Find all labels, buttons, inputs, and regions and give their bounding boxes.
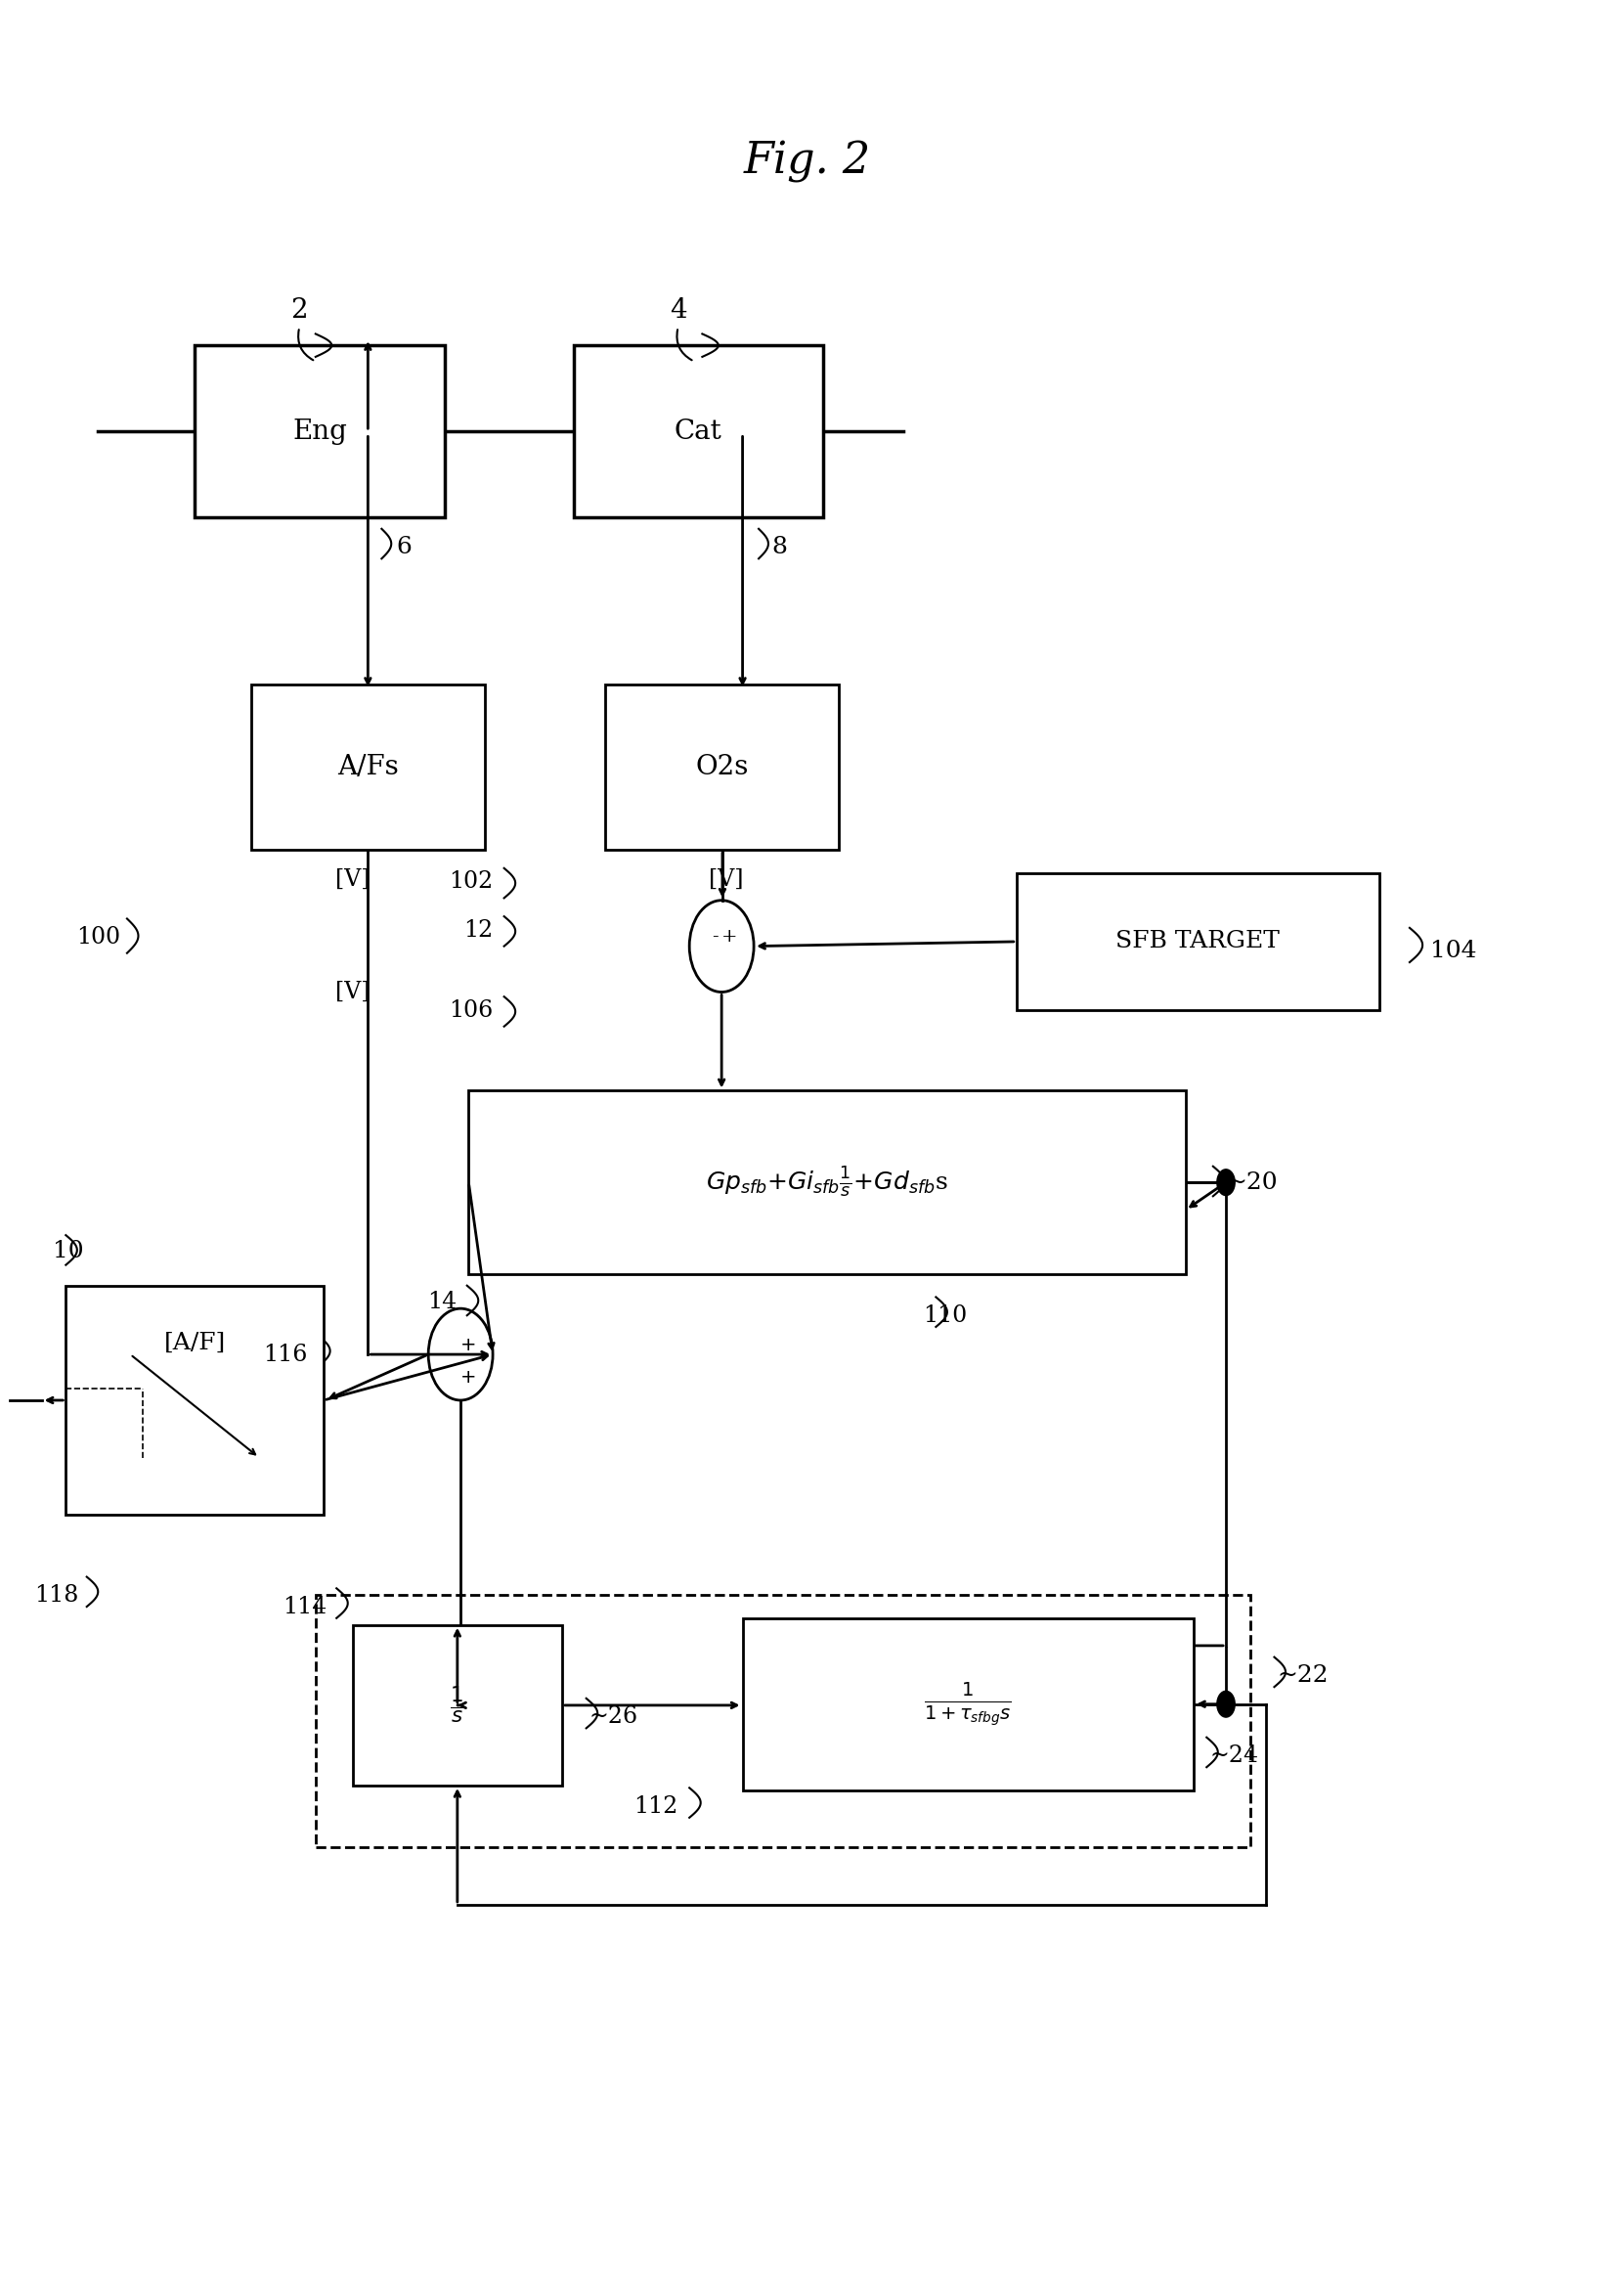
FancyBboxPatch shape [195, 344, 444, 517]
Text: 14: 14 [428, 1290, 457, 1313]
FancyBboxPatch shape [66, 1286, 324, 1515]
Text: 102: 102 [449, 870, 492, 893]
Text: Eng: Eng [292, 418, 347, 445]
Text: Fig. 2: Fig. 2 [744, 140, 870, 184]
Text: [V]: [V] [336, 868, 370, 891]
Text: 118: 118 [34, 1584, 79, 1607]
Text: -: - [712, 928, 718, 946]
Text: 116: 116 [263, 1343, 308, 1366]
Text: 2: 2 [291, 298, 308, 324]
Text: [V]: [V] [336, 980, 370, 1003]
Text: SFB TARGET: SFB TARGET [1115, 930, 1280, 953]
Circle shape [1217, 1690, 1236, 1717]
Text: 4: 4 [670, 298, 686, 324]
Text: +: + [460, 1336, 476, 1355]
Text: +: + [721, 928, 738, 946]
Text: Cat: Cat [675, 418, 721, 445]
FancyBboxPatch shape [252, 684, 484, 850]
Text: 114: 114 [282, 1596, 328, 1619]
Text: A/Fs: A/Fs [337, 753, 399, 781]
Text: +: + [460, 1368, 476, 1387]
FancyBboxPatch shape [605, 684, 839, 850]
Text: ~26: ~26 [589, 1706, 639, 1729]
FancyBboxPatch shape [1017, 872, 1378, 1010]
Text: 10: 10 [53, 1240, 84, 1263]
Text: [A/F]: [A/F] [163, 1332, 226, 1355]
Text: 6: 6 [395, 535, 412, 558]
FancyBboxPatch shape [742, 1619, 1194, 1791]
Text: [V]: [V] [709, 868, 744, 891]
Text: 12: 12 [463, 918, 492, 941]
Circle shape [1217, 1169, 1236, 1196]
FancyBboxPatch shape [352, 1626, 562, 1786]
Text: ~20: ~20 [1227, 1171, 1277, 1194]
Text: ~24: ~24 [1210, 1745, 1259, 1768]
Text: 100: 100 [76, 925, 121, 948]
Text: O2s: O2s [696, 753, 749, 781]
Text: ~22: ~22 [1278, 1665, 1328, 1688]
Text: $\frac{1}{1+\tau_{sfbg}s}$: $\frac{1}{1+\tau_{sfbg}s}$ [925, 1681, 1012, 1729]
Text: 110: 110 [923, 1304, 967, 1327]
Text: $\frac{1}{s}$: $\frac{1}{s}$ [450, 1685, 465, 1727]
Text: 8: 8 [771, 535, 788, 558]
Text: 106: 106 [449, 999, 492, 1022]
FancyBboxPatch shape [468, 1091, 1186, 1274]
Text: 104: 104 [1430, 939, 1477, 962]
Text: 112: 112 [634, 1795, 678, 1818]
Text: $Gp_{sfb}$+$Gi_{sfb}$$\frac{1}{s}$+$Gd_{sfb}$s: $Gp_{sfb}$+$Gi_{sfb}$$\frac{1}{s}$+$Gd_{… [705, 1166, 947, 1199]
FancyBboxPatch shape [573, 344, 823, 517]
